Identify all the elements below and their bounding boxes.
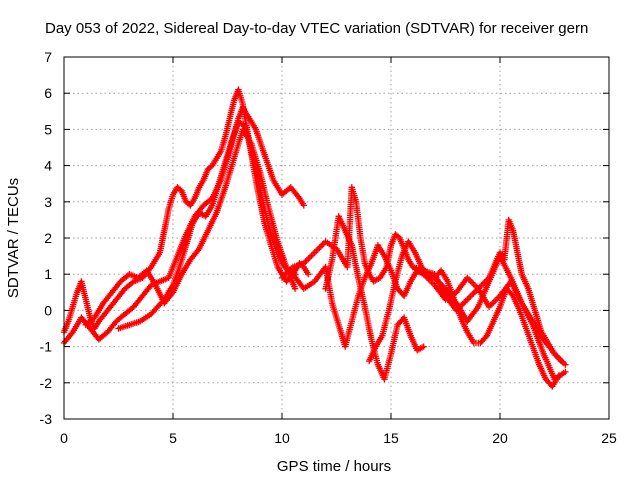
series-track-7 [322,213,427,383]
x-axis-label: GPS time / hours [277,458,391,475]
x-tick-label: 25 [601,430,617,446]
x-tick-label: 5 [169,430,177,446]
y-tick-label: 5 [44,121,52,137]
x-tick-label: 10 [274,430,290,446]
series-markers [366,238,563,390]
x-tick-label: 20 [492,430,508,446]
x-tick-label: 15 [383,430,399,446]
series-track-4 [115,119,299,332]
y-tick-label: 4 [44,158,52,174]
x-tick-labels: 0 5 10 15 20 25 [60,430,617,446]
y-tick-labels: -3 -2 -1 0 1 2 3 4 5 6 7 [40,49,53,427]
y-tick-label: 6 [44,85,52,101]
x-tick-label: 0 [60,430,68,446]
y-tick-label: 7 [44,49,52,65]
y-tick-label: -1 [40,339,53,355]
series-track-8 [366,238,563,390]
data-series [60,86,569,390]
series-track-3 [82,126,299,329]
series-markers [115,119,299,332]
plot-frame [63,56,610,420]
y-tick-label: -3 [40,411,53,427]
y-tick-label: -2 [40,375,53,391]
y-tick-label: 1 [44,266,52,282]
y-tick-label: 3 [44,194,52,210]
series-markers [409,216,565,365]
y-axis-label: SDTVAR / TECUs [5,178,22,298]
chart-title: Day 053 of 2022, Sidereal Day-to-day VTE… [45,20,588,37]
series-markers [82,126,299,329]
y-tick-label: 0 [44,302,52,318]
series-markers [322,213,427,383]
series-track-9 [409,216,565,365]
y-tick-label: 2 [44,230,52,246]
